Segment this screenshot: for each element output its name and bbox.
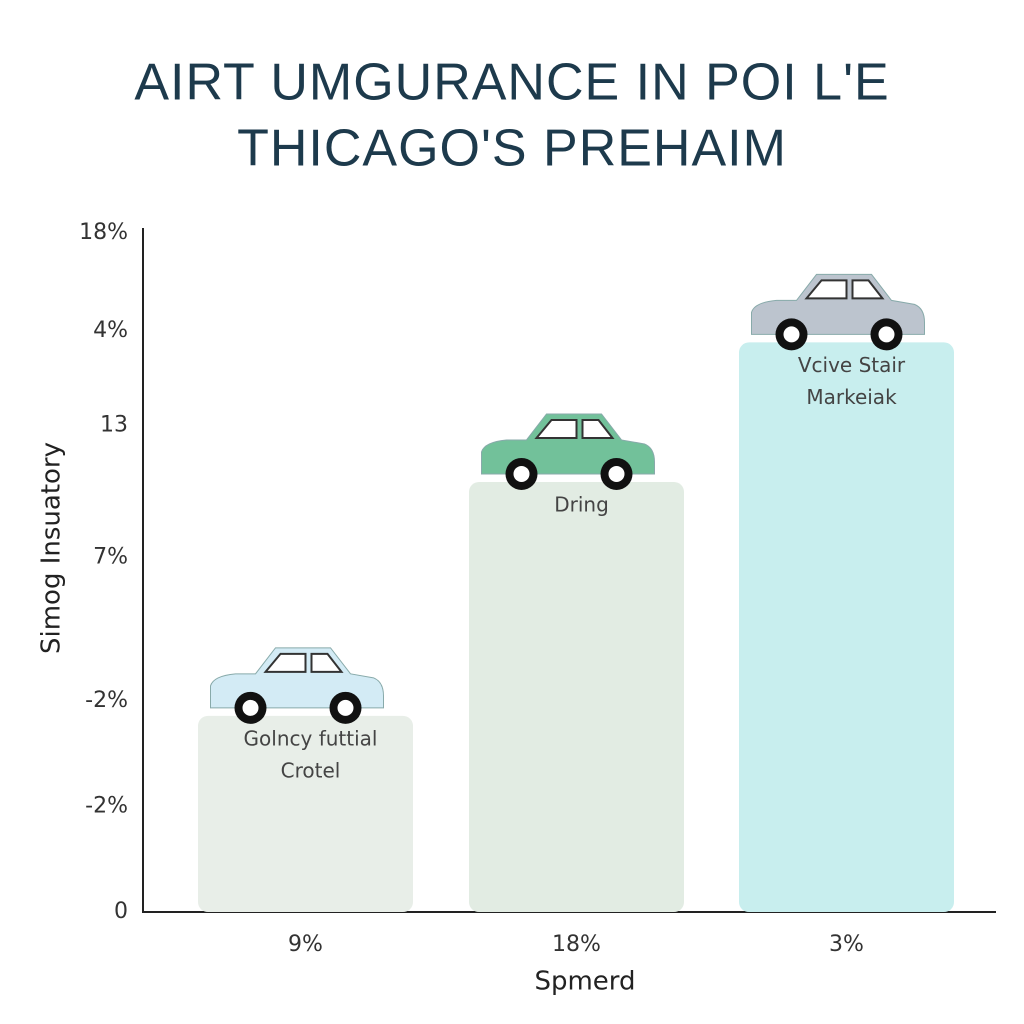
car-hub bbox=[337, 699, 354, 716]
y-axis-title: Simog Insuatory bbox=[37, 442, 67, 654]
x-tick-label: 3% bbox=[829, 932, 864, 957]
car-window bbox=[534, 418, 615, 439]
bar bbox=[739, 342, 954, 913]
bar bbox=[198, 715, 413, 912]
x-tick-label: 9% bbox=[288, 932, 323, 957]
car-hub bbox=[608, 465, 625, 482]
chart-title: AIRT UMGURANCE IN POI L'E bbox=[134, 54, 889, 112]
y-tick-label: -2% bbox=[85, 688, 128, 713]
car-window bbox=[263, 652, 344, 673]
bar-label: Golncy futtial bbox=[244, 726, 378, 750]
car-icon bbox=[210, 647, 384, 724]
car-hub bbox=[242, 699, 259, 716]
x-tick-label: 18% bbox=[552, 932, 601, 957]
car-hub bbox=[513, 465, 530, 482]
y-tick-label: 13 bbox=[100, 412, 128, 437]
y-tick-label: 0 bbox=[114, 899, 128, 924]
car-icon bbox=[481, 413, 655, 490]
car-window bbox=[804, 279, 885, 300]
y-tick-label: 7% bbox=[93, 544, 128, 569]
chart-title: THICAGO'S PREHAIM bbox=[237, 120, 787, 178]
y-tick-label: 18% bbox=[79, 220, 128, 245]
car-hub bbox=[783, 326, 800, 343]
y-tick-label: 4% bbox=[93, 318, 128, 343]
x-axis-title: Spmerd bbox=[534, 967, 635, 997]
car-hub bbox=[878, 326, 895, 343]
y-tick-label: -2% bbox=[85, 793, 128, 818]
bar bbox=[469, 481, 684, 912]
bar-label: Crotel bbox=[281, 758, 341, 782]
bar-label: Vcive Stair bbox=[798, 353, 906, 377]
car-icon bbox=[751, 273, 925, 351]
bar-label: Dring bbox=[554, 492, 609, 516]
bar-label: Markeiak bbox=[806, 385, 897, 409]
